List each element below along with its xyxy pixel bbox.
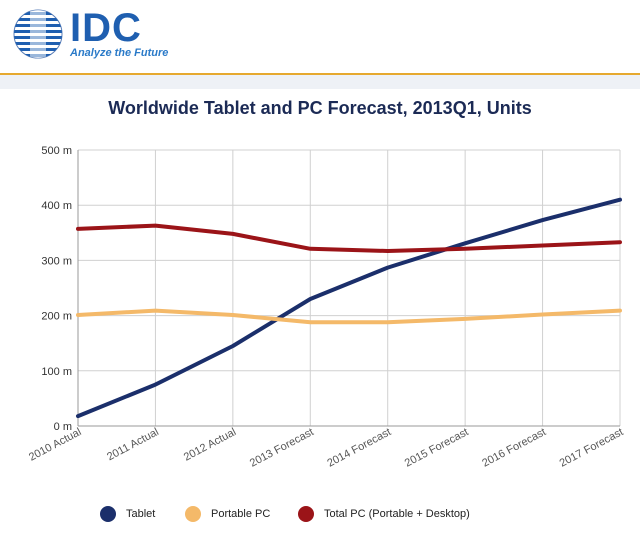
legend-item: Portable PC [185, 506, 270, 522]
x-tick-label: 2013 Forecast [248, 426, 316, 470]
series-layer [76, 197, 622, 419]
y-tick-label: 200 m [41, 311, 72, 323]
y-tick-label: 0 m [54, 421, 72, 433]
legend-item: Total PC (Portable + Desktop) [298, 506, 470, 522]
y-tick-label: 500 m [41, 145, 72, 157]
header-divider [0, 73, 640, 75]
legend-swatch-icon [185, 506, 201, 522]
series-line-portable-pc [76, 308, 622, 325]
x-tick-label: 2011 Actual [105, 426, 161, 463]
y-tick-label: 300 m [41, 255, 72, 267]
y-tick-label: 100 m [41, 366, 72, 378]
logo-tagline: Analyze the Future [70, 47, 169, 59]
legend: Tablet Portable PC Total PC (Portable + De… [0, 506, 640, 532]
legend-swatch-icon [298, 506, 314, 522]
grid-layer [77, 149, 621, 427]
idc-globe-logo-icon [13, 9, 63, 59]
legend-swatch-icon [100, 506, 116, 522]
legend-item: Tablet [100, 506, 155, 522]
logo-text: IDC [70, 6, 142, 50]
chart-title: Worldwide Tablet and PC Forecast, 2013Q1… [108, 98, 532, 118]
legend-label: Tablet [126, 508, 156, 520]
legend-label: Total PC (Portable + Desktop) [324, 508, 470, 520]
x-tick-label: 2014 Forecast [325, 426, 393, 470]
x-tick-label: 2016 Forecast [480, 426, 548, 470]
header: IDC Analyze the Future [0, 0, 640, 74]
series-line-tablet [76, 197, 622, 419]
x-tick-label: 2017 Forecast [558, 426, 626, 470]
series-line-total-pc-portable-desktop [76, 223, 622, 253]
y-tick-label: 400 m [41, 200, 72, 212]
legend-label: Portable PC [211, 508, 271, 520]
x-tick-label: 2015 Forecast [403, 426, 471, 470]
x-tick-label: 2012 Actual [182, 426, 238, 464]
header-band [0, 75, 640, 89]
axis-layer [77, 150, 620, 427]
